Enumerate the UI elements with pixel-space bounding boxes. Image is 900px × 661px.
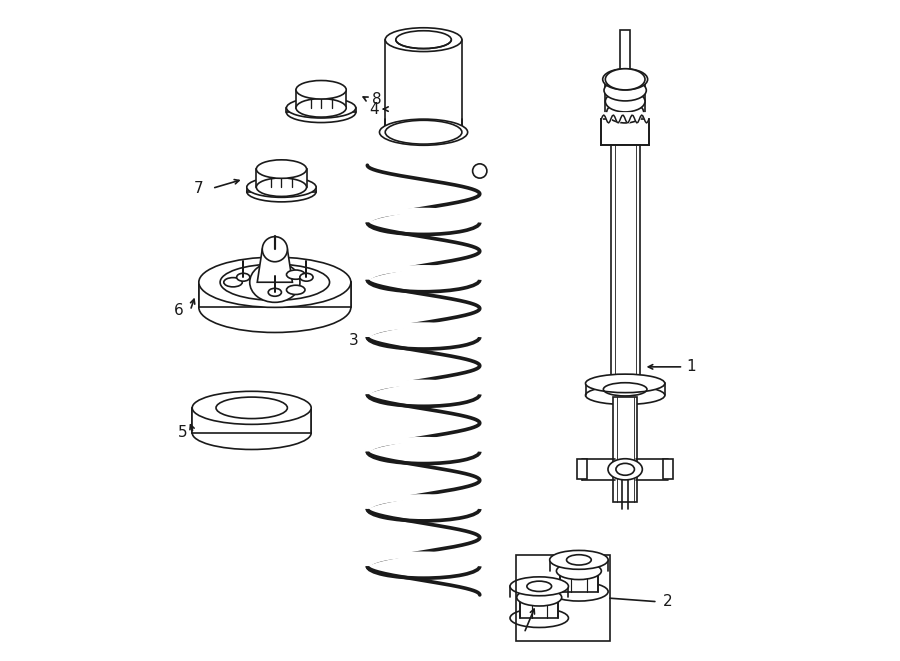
Ellipse shape <box>586 386 665 405</box>
Ellipse shape <box>262 237 287 262</box>
Text: 5: 5 <box>177 426 187 440</box>
Ellipse shape <box>286 286 305 295</box>
Ellipse shape <box>380 119 468 145</box>
Ellipse shape <box>193 391 311 424</box>
Text: 6: 6 <box>174 303 184 318</box>
Text: 7: 7 <box>194 181 203 196</box>
Ellipse shape <box>247 182 316 202</box>
Ellipse shape <box>606 91 645 112</box>
Ellipse shape <box>607 102 644 123</box>
Ellipse shape <box>296 81 346 99</box>
Polygon shape <box>199 282 351 307</box>
Polygon shape <box>613 397 637 502</box>
Ellipse shape <box>286 98 356 118</box>
Polygon shape <box>193 408 311 433</box>
Text: 4: 4 <box>369 102 379 116</box>
Text: 3: 3 <box>349 333 359 348</box>
Polygon shape <box>610 145 640 383</box>
Ellipse shape <box>510 577 569 596</box>
Text: 1: 1 <box>687 360 696 374</box>
Ellipse shape <box>550 582 608 601</box>
Polygon shape <box>247 187 316 192</box>
Ellipse shape <box>286 102 356 122</box>
Polygon shape <box>520 598 558 618</box>
Polygon shape <box>296 90 346 108</box>
Ellipse shape <box>396 31 451 49</box>
Ellipse shape <box>256 160 307 178</box>
Polygon shape <box>385 40 462 132</box>
Polygon shape <box>577 459 588 479</box>
Ellipse shape <box>385 28 462 52</box>
Ellipse shape <box>606 69 645 90</box>
Ellipse shape <box>517 589 562 606</box>
Polygon shape <box>257 249 292 282</box>
Ellipse shape <box>237 273 250 281</box>
Ellipse shape <box>224 278 242 287</box>
Ellipse shape <box>472 164 487 178</box>
Ellipse shape <box>199 282 351 332</box>
Ellipse shape <box>296 98 346 117</box>
Ellipse shape <box>193 416 311 449</box>
Ellipse shape <box>603 69 648 90</box>
Ellipse shape <box>550 551 608 569</box>
Ellipse shape <box>604 80 646 101</box>
Ellipse shape <box>286 270 305 279</box>
Ellipse shape <box>608 459 643 480</box>
Ellipse shape <box>249 262 300 302</box>
Polygon shape <box>601 119 649 145</box>
Polygon shape <box>286 108 356 112</box>
Polygon shape <box>256 169 307 187</box>
Ellipse shape <box>385 120 462 144</box>
Ellipse shape <box>199 257 351 307</box>
Ellipse shape <box>586 374 665 393</box>
Text: 2: 2 <box>663 594 673 609</box>
Polygon shape <box>662 459 673 479</box>
Polygon shape <box>560 571 598 592</box>
Text: 8: 8 <box>373 92 382 106</box>
Ellipse shape <box>256 178 307 196</box>
Ellipse shape <box>247 177 316 198</box>
Polygon shape <box>620 30 631 79</box>
Ellipse shape <box>556 563 601 580</box>
Ellipse shape <box>300 273 313 281</box>
Ellipse shape <box>510 609 569 627</box>
Ellipse shape <box>268 288 282 296</box>
